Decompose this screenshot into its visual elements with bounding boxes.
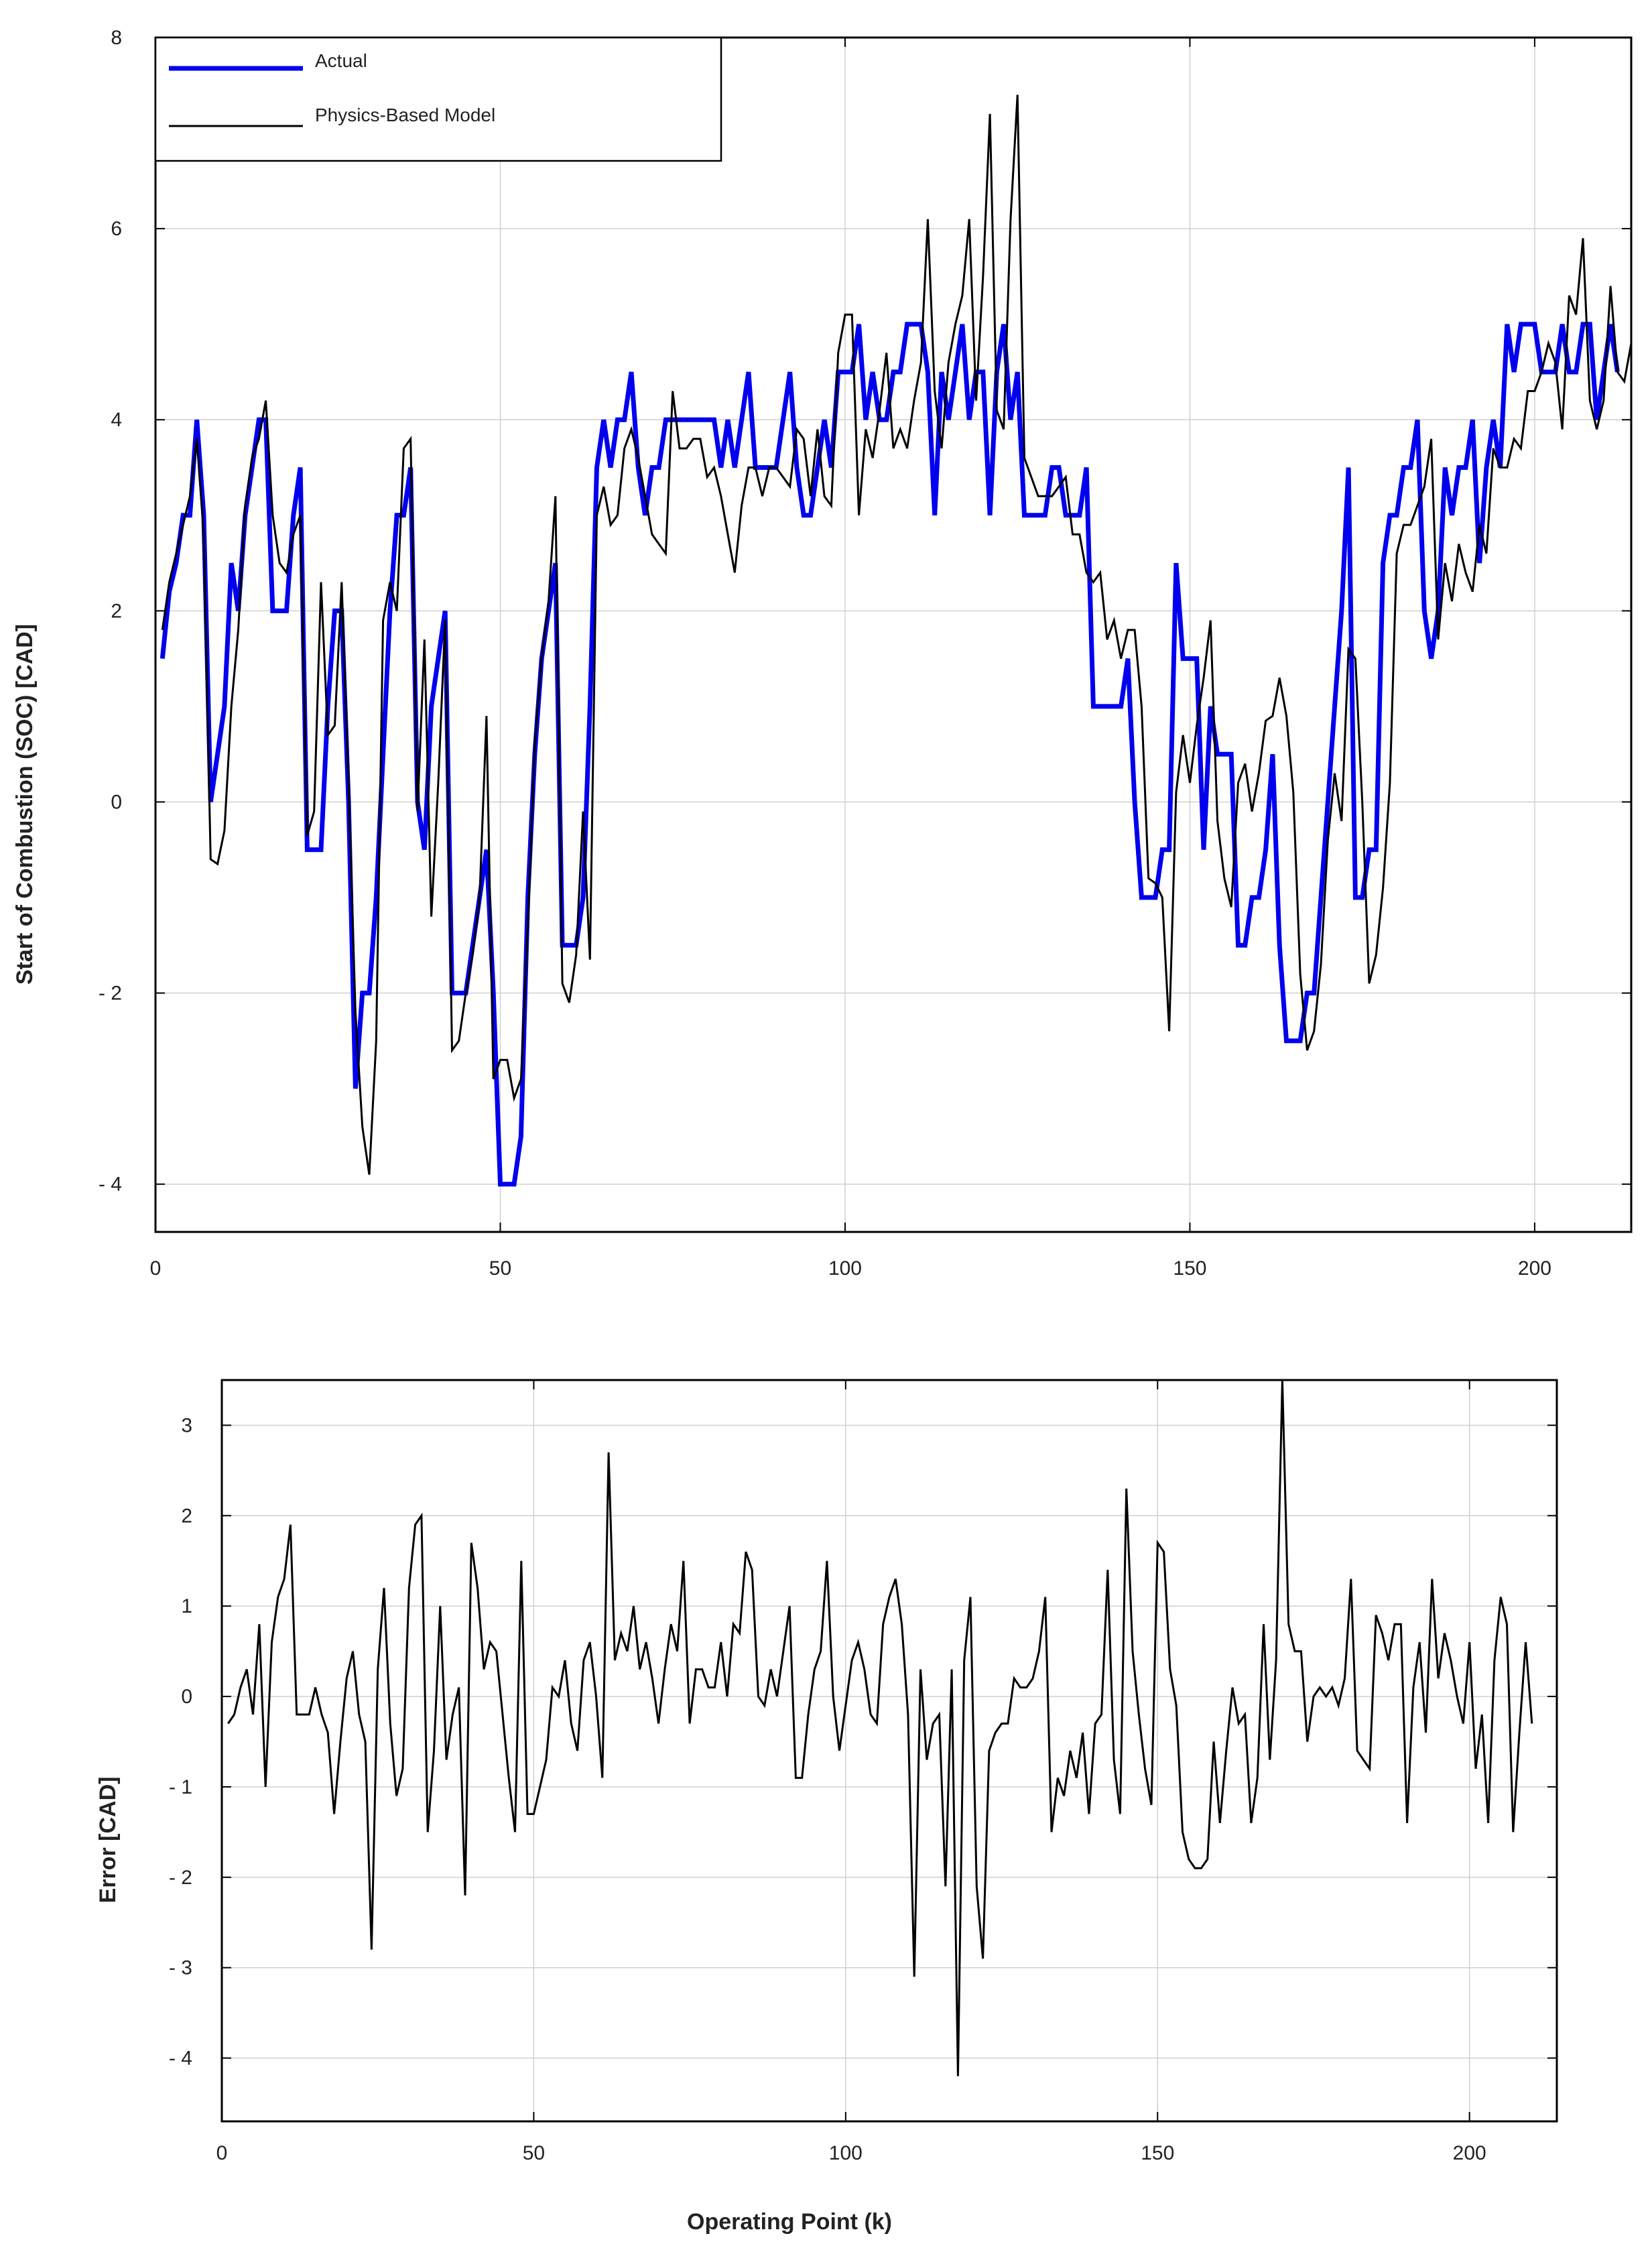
- error-chart-y-tick-label: 2: [181, 1505, 192, 1527]
- legend: Actual Physics-Based Model: [154, 36, 722, 162]
- soc-chart: 0 50 100 150 200 - 4 - 2 0 2 4 6 8 Start of Combus…: [12, 27, 1633, 1280]
- soc-chart-x-tick-label: 50: [489, 1257, 511, 1280]
- error-chart-series-error: [227, 1379, 1533, 2076]
- soc-chart-y-tick-label: - 2: [99, 983, 122, 1005]
- error-chart-x-tick-label: 100: [829, 2142, 863, 2164]
- soc-chart-y-tick-label: 8: [111, 27, 122, 49]
- error-chart-y-tick-label: - 2: [169, 1867, 192, 1889]
- error-chart-x-tick-label: 50: [523, 2142, 545, 2164]
- error-chart-y-axis-label: Error [CAD]: [95, 1777, 121, 1904]
- legend-box: [154, 36, 722, 162]
- error-chart-frame: [220, 1379, 1558, 2123]
- error-chart-y-tick-label: 0: [181, 1686, 192, 1708]
- soc-chart-y-tick-label: 0: [111, 791, 122, 813]
- soc-chart-y-tick-label: 4: [111, 409, 122, 431]
- error-chart-x-tick-label: 150: [1141, 2142, 1174, 2164]
- soc-chart-y-tick-label: 2: [111, 600, 122, 622]
- error-chart-y-tick-label: 3: [181, 1414, 192, 1436]
- soc-chart-y-axis-label: Start of Combustion (SOC) [CAD]: [12, 624, 38, 985]
- legend-label-model: Physics-Based Model: [315, 105, 495, 125]
- error-chart-y-tick-label: - 1: [169, 1776, 192, 1798]
- soc-chart-x-ticks: 0 50 100 150 200: [150, 38, 1551, 1280]
- soc-chart-y-tick-label: 6: [111, 218, 122, 240]
- soc-chart-grid: [155, 38, 1631, 1232]
- soc-chart-series: [160, 95, 1633, 1187]
- error-chart: 0 50 100 150 200 - 4 - 3 - 2 - 1 0 1 2 3 Error [CAD…: [95, 1379, 1558, 2235]
- error-chart-x-tick-label: 200: [1453, 2142, 1486, 2164]
- error-chart-x-axis-label: Operating Point (k): [687, 2209, 892, 2235]
- soc-chart-x-tick-label: 200: [1518, 1257, 1551, 1280]
- legend-label-actual: Actual: [315, 50, 367, 71]
- error-chart-series: [227, 1379, 1533, 2076]
- soc-chart-y-tick-label: - 4: [99, 1174, 122, 1196]
- soc-chart-series-physics-based-model: [161, 95, 1633, 1175]
- error-chart-y-tick-label: 1: [181, 1595, 192, 1617]
- error-chart-y-tick-label: - 3: [169, 1957, 192, 1979]
- error-chart-x-tick-label: 0: [216, 2142, 228, 2164]
- error-chart-y-ticks: - 4 - 3 - 2 - 1 0 1 2 3: [169, 1414, 1557, 2070]
- soc-chart-x-tick-label: 150: [1173, 1257, 1206, 1280]
- soc-chart-x-tick-label: 0: [150, 1257, 162, 1280]
- error-chart-x-ticks: 0 50 100 150 200: [216, 1380, 1486, 2164]
- soc-chart-frame: [154, 36, 1633, 1233]
- error-chart-y-tick-label: - 4: [169, 2048, 192, 2070]
- soc-chart-x-tick-label: 100: [828, 1257, 862, 1280]
